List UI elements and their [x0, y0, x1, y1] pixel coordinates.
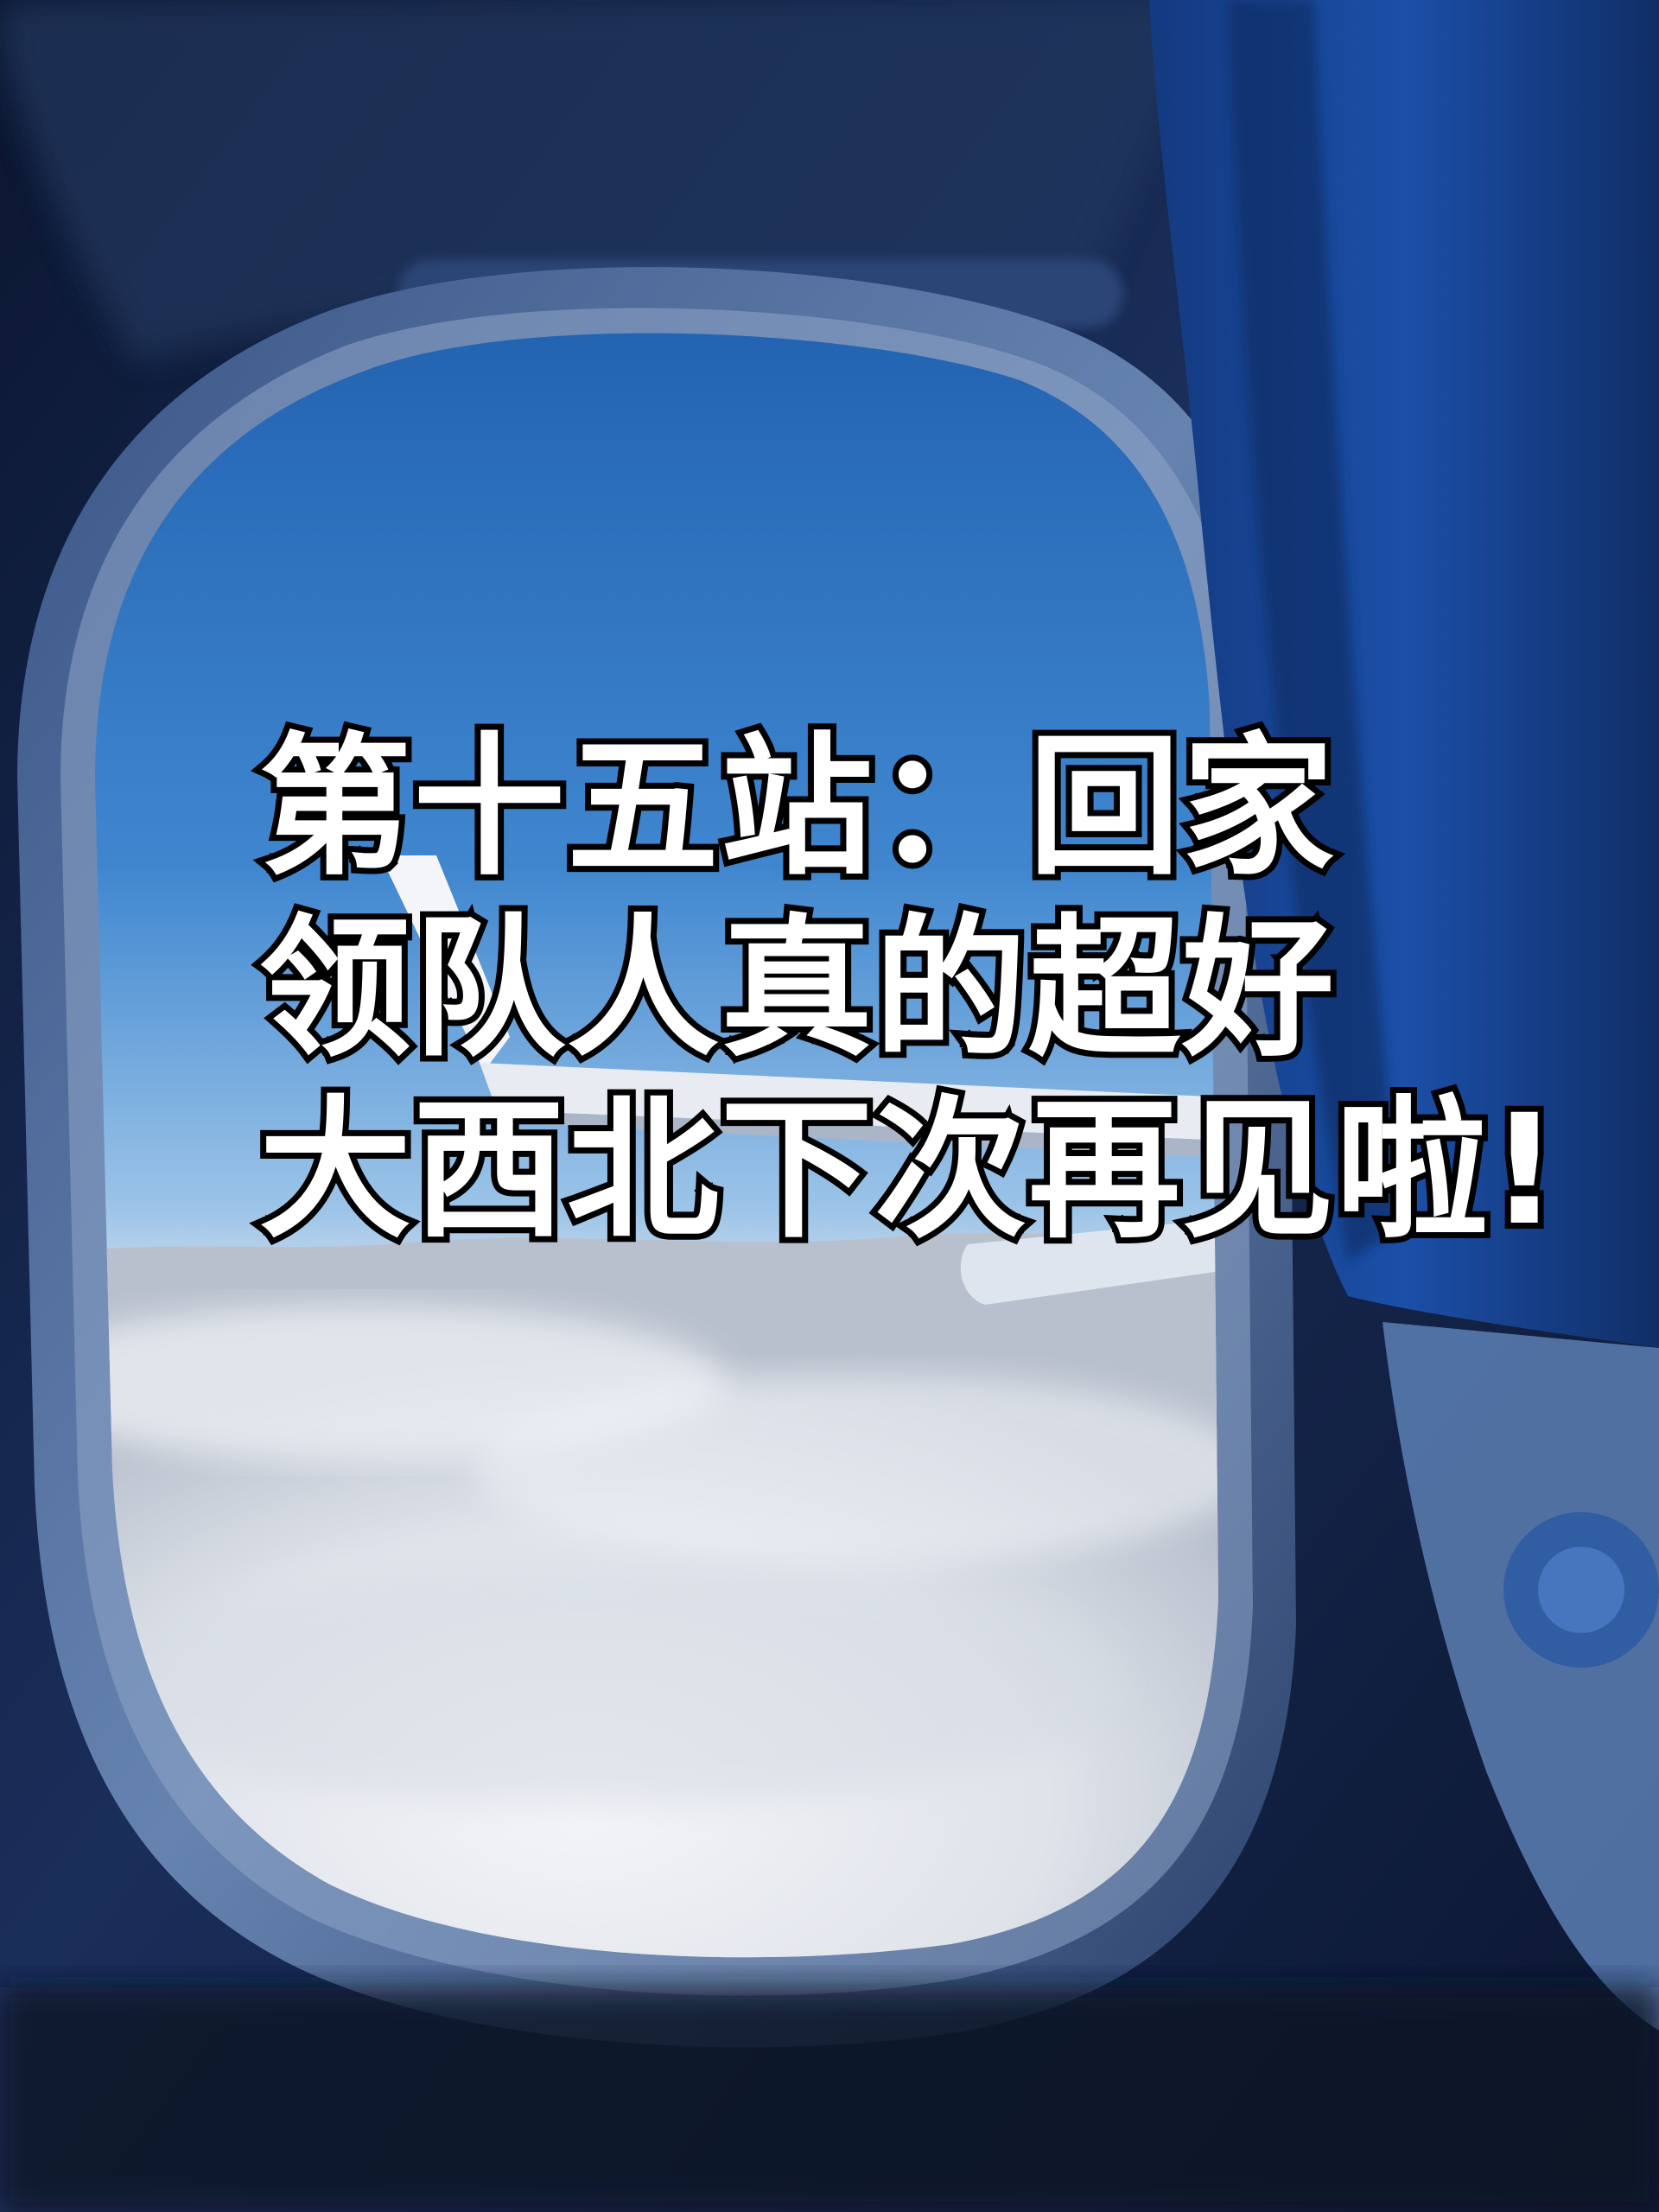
caption-overlay: 第十五站：回家 领队人真的超好 大西北下次再见啦!	[253, 713, 1565, 1265]
airplane-wing	[380, 855, 1218, 1305]
caption-line-3: 大西北下次再见啦!	[253, 1076, 1565, 1265]
caption-line-2: 领队人真的超好	[253, 894, 1340, 1084]
caption-line-1: 第十五站：回家	[253, 713, 1340, 902]
seat-pocket	[1382, 1322, 1659, 2031]
window-view	[95, 333, 1218, 1958]
